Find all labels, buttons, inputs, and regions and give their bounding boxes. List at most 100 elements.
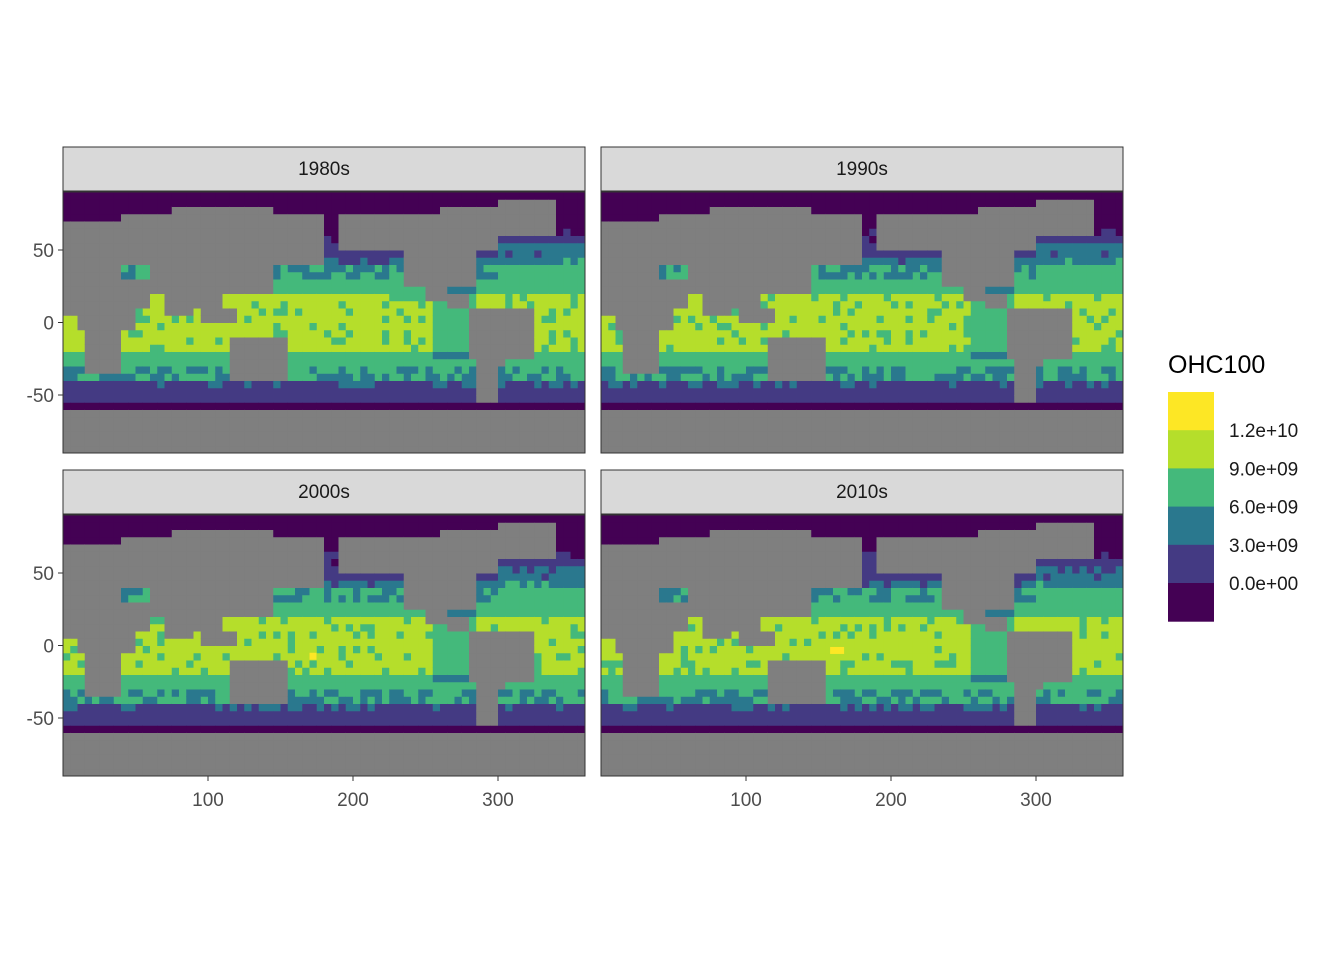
heatmap-cell [666, 221, 674, 229]
heatmap-cell [171, 337, 180, 345]
heatmap-cell [447, 344, 455, 352]
heatmap-cell [767, 192, 776, 200]
heatmap-cell [818, 293, 827, 302]
heatmap-cell [418, 300, 426, 309]
heatmap-cell [324, 424, 332, 432]
heatmap-cell [782, 431, 790, 439]
heatmap-cell [316, 264, 325, 273]
heatmap-cell [738, 199, 747, 207]
heatmap-cell [702, 402, 711, 410]
heatmap-cell [309, 250, 318, 258]
heatmap-cell [447, 329, 455, 338]
heatmap-cell [898, 206, 906, 215]
heatmap-cell [876, 192, 885, 200]
heatmap-cell [644, 242, 653, 251]
heatmap-cell [912, 213, 921, 222]
heatmap-cell [1007, 192, 1015, 200]
heatmap-cell [622, 337, 631, 345]
heatmap-cell [490, 431, 499, 439]
heatmap-cell [548, 409, 557, 418]
heatmap-cell [985, 213, 993, 222]
heatmap-cell [440, 315, 448, 323]
heatmap-cell [644, 438, 653, 447]
heatmap-cell [724, 308, 732, 316]
heatmap-cell [280, 300, 289, 309]
heatmap-cell [324, 329, 332, 338]
heatmap-cell [717, 228, 725, 236]
heatmap-cell [934, 199, 943, 207]
heatmap-cell [637, 358, 645, 367]
heatmap-cell [738, 228, 747, 236]
heatmap-cell [717, 358, 725, 367]
heatmap-cell [862, 257, 870, 265]
heatmap-cell [331, 206, 339, 215]
heatmap-cell [266, 337, 274, 345]
heatmap-cell [1065, 242, 1073, 251]
heatmap-cell [360, 344, 368, 352]
heatmap-cell [447, 300, 455, 309]
heatmap-cell [622, 373, 631, 381]
heatmap-cell [302, 409, 310, 418]
heatmap-cell [883, 409, 892, 418]
heatmap-cell [949, 264, 957, 273]
heatmap-cell [1028, 366, 1037, 374]
heatmap-cell [476, 221, 484, 229]
heatmap-cell [746, 279, 754, 287]
heatmap-cell [367, 380, 376, 389]
heatmap-cell [927, 199, 935, 207]
heatmap-cell [746, 228, 754, 236]
heatmap-cell [469, 409, 477, 418]
heatmap-cell [570, 329, 579, 338]
heatmap-cell [862, 279, 870, 287]
heatmap-cell [208, 242, 216, 251]
heatmap-cell [811, 409, 819, 418]
heatmap-cell [963, 315, 972, 323]
heatmap-cell [985, 315, 993, 323]
heatmap-cell [709, 192, 718, 200]
heatmap-cell [106, 351, 115, 360]
heatmap-cell [541, 308, 550, 316]
heatmap-cell [891, 228, 899, 236]
heatmap-cell [273, 293, 281, 302]
heatmap-cell [128, 279, 136, 287]
heatmap-cell [527, 315, 535, 323]
heatmap-cell [782, 293, 790, 302]
heatmap-cell [717, 402, 725, 410]
heatmap-cell [934, 271, 943, 280]
heatmap-cell [490, 366, 499, 374]
heatmap-cell [142, 271, 151, 280]
heatmap-cell [556, 192, 564, 200]
heatmap-cell [1007, 293, 1015, 302]
heatmap-cell [367, 213, 376, 222]
heatmap-cell [469, 192, 477, 200]
heatmap-cell [237, 380, 245, 389]
heatmap-cell [215, 358, 223, 367]
heatmap-cell [541, 235, 550, 244]
heatmap-cell [432, 337, 441, 345]
heatmap-cell [353, 409, 361, 418]
heatmap-cell [135, 409, 144, 418]
heatmap-cell [934, 402, 943, 410]
heatmap-cell [570, 213, 579, 222]
heatmap-cell [905, 250, 914, 258]
heatmap-cell [630, 424, 638, 432]
heatmap-cell [651, 308, 660, 316]
heatmap-cell [295, 344, 303, 352]
heatmap-cell [512, 271, 521, 280]
heatmap-cell [702, 235, 711, 244]
heatmap-cell [825, 300, 834, 309]
heatmap-cell [1057, 395, 1066, 403]
heatmap-cell [345, 206, 354, 215]
heatmap-cell [505, 387, 513, 396]
heatmap-cell [266, 329, 274, 338]
heatmap-cell [389, 366, 397, 374]
heatmap-cell [556, 315, 564, 323]
heatmap-cell [237, 235, 245, 244]
heatmap-cell [1028, 431, 1037, 439]
heatmap-cell [527, 344, 535, 352]
heatmap-cell [70, 206, 78, 215]
heatmap-cell [615, 235, 624, 244]
heatmap-cell [825, 221, 834, 229]
heatmap-cell [273, 409, 281, 418]
heatmap-cell [411, 235, 419, 244]
